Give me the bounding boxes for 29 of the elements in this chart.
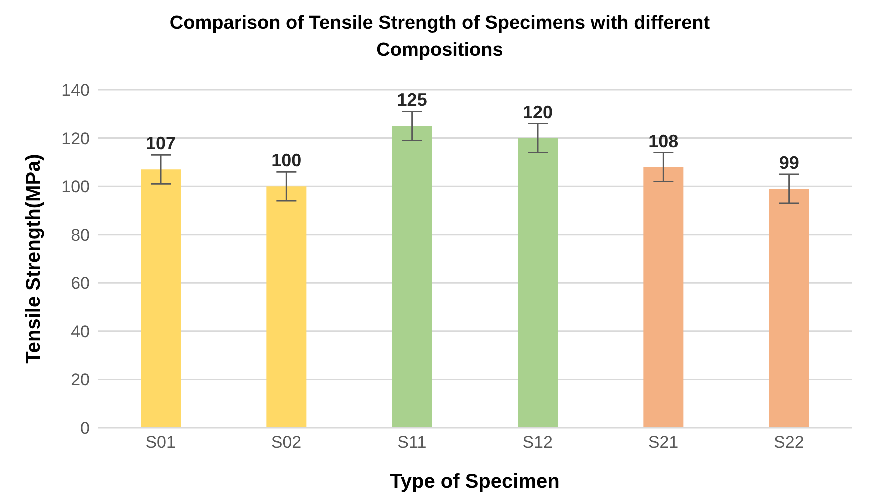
chart-title: Comparison of Tensile Strength of Specimens with different Compositions [168, 12, 712, 63]
bar [266, 186, 307, 428]
y-tick-label: 60 [71, 274, 90, 294]
bar [392, 126, 432, 428]
x-tick-label: S22 [774, 433, 804, 452]
bar [518, 138, 558, 428]
y-tick-label: 100 [62, 178, 90, 197]
y-tick-label: 140 [62, 81, 90, 100]
x-tick-label: S02 [271, 433, 302, 452]
x-tick-label: S21 [648, 433, 679, 452]
data-label: 120 [522, 102, 554, 122]
bar [644, 167, 684, 428]
y-tick-label: 120 [62, 129, 90, 148]
x-tick-label: S01 [146, 433, 176, 452]
bar [141, 170, 181, 428]
data-label: 107 [146, 134, 176, 154]
y-tick-label: 20 [71, 370, 90, 390]
x-axis-title: Type of Specimen [390, 471, 560, 493]
data-label: 108 [648, 131, 679, 152]
y-tick-label: 0 [80, 419, 90, 438]
x-tick-label: S11 [398, 433, 427, 452]
y-tick-label: 40 [71, 322, 90, 342]
bar [769, 188, 810, 428]
y-tick-label: 80 [71, 226, 90, 245]
y-axis-title: Tensile Strength(MPa) [23, 154, 46, 364]
data-label: 99 [779, 152, 800, 173]
data-label: 125 [397, 90, 428, 110]
x-tick-label: S12 [522, 433, 553, 452]
data-label: 100 [272, 150, 302, 171]
